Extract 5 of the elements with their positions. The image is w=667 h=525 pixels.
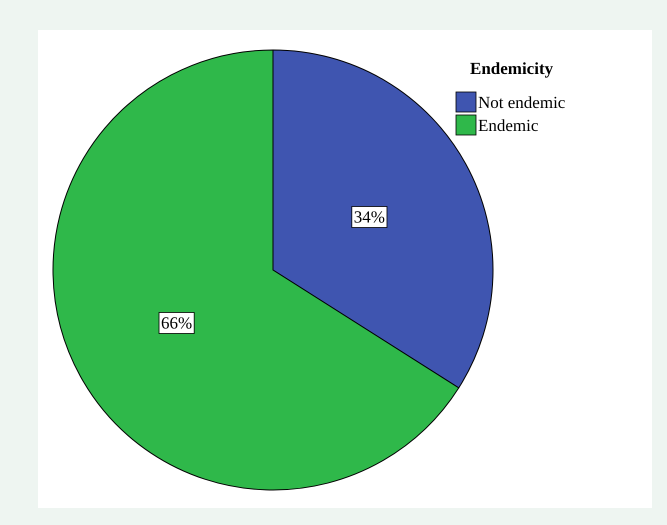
legend-title: Endemicity: [470, 59, 554, 78]
legend-label: Endemic: [478, 116, 539, 135]
data-label: 34%: [354, 208, 385, 227]
data-label: 66%: [161, 313, 192, 332]
legend-label: Not endemic: [478, 93, 566, 112]
